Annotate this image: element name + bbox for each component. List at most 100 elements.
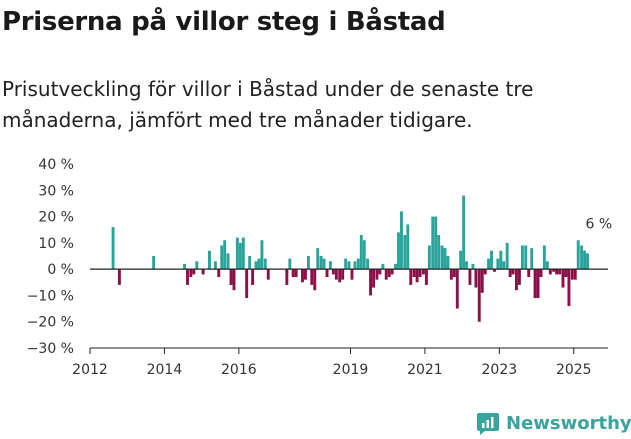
bar xyxy=(409,269,413,285)
bar xyxy=(520,245,524,270)
x-axis: 2012 2014 2016 2019 2021 2023 2025 xyxy=(72,347,608,378)
bar xyxy=(306,256,310,270)
bar xyxy=(152,256,156,270)
bar xyxy=(455,269,459,309)
x-tick-label: 2012 xyxy=(72,362,108,378)
bar xyxy=(502,261,506,270)
x-tick-label: 2025 xyxy=(556,362,592,378)
bar xyxy=(372,269,376,288)
y-tick-label: 0 % xyxy=(47,262,74,278)
bar xyxy=(183,263,186,270)
bar xyxy=(421,269,425,275)
bar xyxy=(511,269,515,275)
bar xyxy=(449,269,453,280)
bar xyxy=(353,261,357,270)
y-tick-label: −20 % xyxy=(27,315,74,331)
bar xyxy=(437,234,441,270)
bar xyxy=(536,269,540,299)
bar xyxy=(434,216,438,270)
bar xyxy=(493,269,496,272)
bar xyxy=(586,253,589,270)
bar xyxy=(573,269,577,280)
bar xyxy=(539,269,543,278)
bar xyxy=(347,261,351,270)
bar xyxy=(533,269,537,299)
x-tick-label: 2014 xyxy=(147,362,183,378)
bar xyxy=(251,269,255,285)
bar xyxy=(552,269,556,272)
bar xyxy=(322,258,326,270)
bar xyxy=(245,269,249,299)
bar xyxy=(580,245,584,270)
x-tick-label: 2019 xyxy=(333,362,369,378)
bar xyxy=(446,256,450,270)
bar xyxy=(238,242,242,270)
bar xyxy=(406,224,410,270)
bar xyxy=(462,195,466,270)
bar xyxy=(338,269,342,283)
bar xyxy=(567,269,571,306)
bar xyxy=(424,269,428,285)
bar xyxy=(527,269,531,278)
bar xyxy=(477,269,481,322)
bar xyxy=(564,269,568,278)
bar xyxy=(542,245,546,270)
annotations: 6 % xyxy=(586,216,613,232)
bar xyxy=(418,269,422,278)
bar xyxy=(366,258,370,270)
bar xyxy=(508,269,512,278)
bar xyxy=(304,269,307,280)
bar xyxy=(524,245,528,270)
bar xyxy=(111,227,115,270)
bar xyxy=(217,269,221,278)
bar xyxy=(381,263,385,270)
bar xyxy=(369,269,373,296)
bar xyxy=(427,245,431,270)
x-tick-label: 2016 xyxy=(221,362,257,378)
last-value-annotation: 6 % xyxy=(586,216,613,232)
bar xyxy=(266,269,270,280)
y-tick-label: 10 % xyxy=(38,236,74,252)
bar xyxy=(117,269,121,285)
bar xyxy=(394,263,397,270)
bar xyxy=(344,258,348,270)
bar xyxy=(490,250,493,270)
bar xyxy=(301,269,304,283)
bar xyxy=(440,245,444,270)
bar xyxy=(313,269,317,291)
bar xyxy=(487,258,490,270)
newsworthy-logo-icon xyxy=(477,413,499,435)
y-tick-label: 40 % xyxy=(38,157,74,173)
brand-name: Newsworthy xyxy=(506,412,631,434)
bar xyxy=(555,269,559,275)
bar xyxy=(375,269,379,280)
bar xyxy=(390,269,394,275)
bar xyxy=(480,269,484,293)
bar xyxy=(220,245,224,270)
bar xyxy=(316,248,320,270)
bar xyxy=(285,269,289,285)
bar-chart: 40 %30 %20 %10 %0 %−10 %−20 %−30 % 2012 2… xyxy=(27,157,613,378)
bar xyxy=(291,269,295,278)
bar xyxy=(548,269,552,275)
x-tick-label: 2021 xyxy=(407,362,443,378)
bar xyxy=(468,269,472,285)
y-tick-label: −10 % xyxy=(27,288,74,304)
y-axis: 40 % 30 % 20 % 10 % 0 % −10 % −20 % −30 % xyxy=(27,157,74,357)
brand: Newsworthy xyxy=(476,409,631,437)
bar xyxy=(241,237,245,270)
bar xyxy=(558,269,562,275)
bar xyxy=(208,250,211,270)
bar xyxy=(576,240,580,270)
bar xyxy=(331,269,335,275)
chart-subtitle: Prisutveckling för villor i Båstad under… xyxy=(2,77,534,132)
bar xyxy=(260,240,264,270)
bar xyxy=(387,269,391,278)
bar xyxy=(378,269,382,275)
bar xyxy=(496,258,500,270)
bar xyxy=(499,250,503,270)
bar xyxy=(223,240,227,270)
bar xyxy=(443,248,447,270)
bar xyxy=(350,269,354,280)
bars xyxy=(111,195,589,322)
